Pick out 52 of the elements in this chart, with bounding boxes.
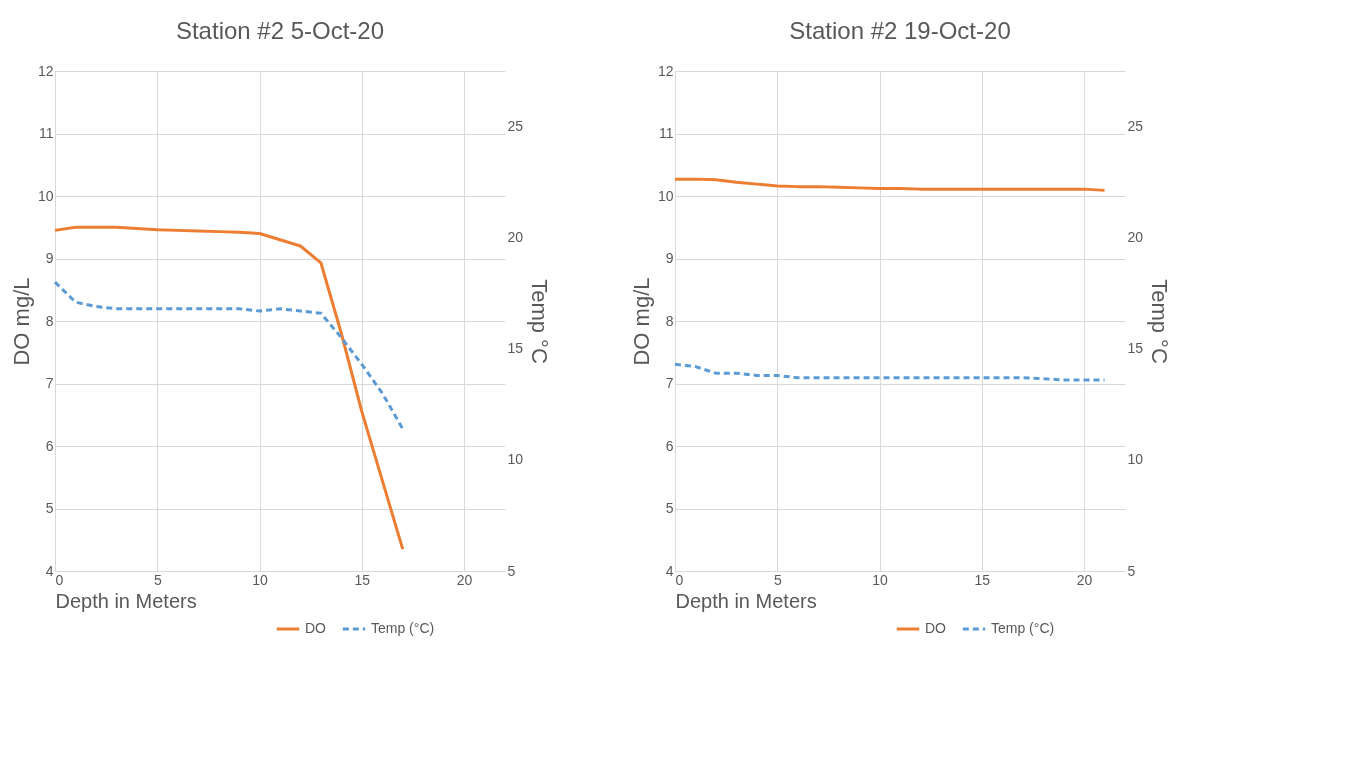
y-axis-title: DO mg/L [628, 277, 654, 366]
x-tick-label: 10 [252, 571, 269, 588]
y2-tick-label: 20 [507, 229, 524, 246]
y2-tick-label: 15 [1127, 340, 1144, 357]
legend-label: Temp (°C) [991, 620, 1055, 636]
line-series [53, 280, 405, 431]
x-tick-label: 20 [1076, 571, 1093, 588]
y-tick-label: 6 [45, 437, 54, 454]
y-tick-label: 7 [665, 375, 674, 391]
y2-tick-label: 25 [1127, 118, 1144, 135]
x-tick-label: 15 [354, 571, 371, 588]
y2-axis-title: Temp °C [527, 279, 553, 364]
y2-tick-label: 10 [507, 451, 524, 468]
line-series [673, 362, 1107, 382]
x-tick-label: 5 [153, 571, 162, 588]
y-tick-label: 12 [657, 62, 674, 79]
x-axis-title: Depth in Meters [675, 589, 817, 612]
x-tick-label: 0 [675, 571, 684, 588]
chart-title: Station #2 5-Oct-20 [175, 17, 385, 44]
line-series [673, 177, 1107, 192]
y-tick-label: 9 [45, 250, 54, 266]
y2-tick-label: 10 [1127, 451, 1144, 468]
y-tick-label: 4 [45, 562, 54, 579]
y-tick-label: 10 [657, 187, 674, 204]
y-tick-label: 11 [658, 125, 674, 141]
y2-axis-title: Temp °C [1147, 279, 1173, 364]
legend-label: Temp (°C) [371, 620, 435, 636]
x-tick-label: 10 [872, 571, 889, 588]
y-tick-label: 5 [45, 500, 54, 516]
x-tick-label: 15 [974, 571, 991, 588]
x-tick-label: 5 [773, 571, 782, 588]
legend-label: DO [305, 620, 327, 636]
y-tick-label: 6 [665, 437, 674, 454]
y-tick-label: 8 [45, 312, 54, 329]
y2-tick-label: 15 [507, 340, 524, 357]
x-tick-label: 20 [456, 571, 473, 588]
y-tick-label: 12 [37, 62, 54, 79]
line-series [53, 225, 405, 551]
y2-tick-label: 20 [1127, 229, 1144, 246]
y-tick-label: 9 [665, 250, 674, 266]
y-tick-label: 5 [665, 500, 674, 516]
y-tick-label: 11 [38, 125, 54, 141]
y-tick-label: 7 [45, 375, 54, 391]
x-tick-label: 0 [55, 571, 64, 588]
y2-tick-label: 25 [507, 118, 524, 135]
y-tick-label: 8 [665, 312, 674, 329]
y-tick-label: 10 [37, 187, 54, 204]
y-axis-title: DO mg/L [8, 277, 34, 366]
chart-title: Station #2 19-Oct-20 [789, 17, 1011, 44]
x-axis-title: Depth in Meters [55, 589, 197, 612]
legend-label: DO [925, 620, 947, 636]
y-tick-label: 4 [665, 562, 674, 579]
